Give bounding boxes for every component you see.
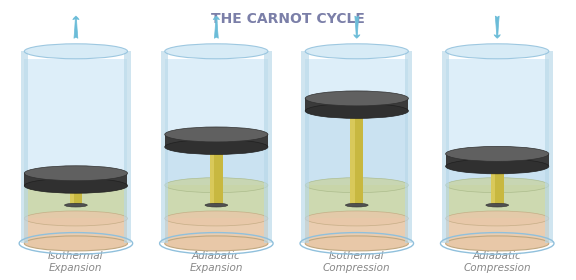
Ellipse shape xyxy=(305,236,408,251)
Bar xyxy=(165,134,268,147)
Bar xyxy=(24,184,127,185)
Ellipse shape xyxy=(165,44,268,59)
Ellipse shape xyxy=(446,44,549,59)
Bar xyxy=(446,59,549,154)
Ellipse shape xyxy=(305,178,408,193)
Bar xyxy=(70,184,74,205)
Ellipse shape xyxy=(446,159,549,174)
Bar xyxy=(24,59,127,173)
Ellipse shape xyxy=(165,178,268,193)
Bar xyxy=(301,51,309,243)
Bar xyxy=(264,51,272,243)
Ellipse shape xyxy=(446,178,549,193)
Ellipse shape xyxy=(165,127,268,142)
Ellipse shape xyxy=(24,166,127,181)
Bar xyxy=(350,109,355,205)
Ellipse shape xyxy=(24,178,127,193)
Bar xyxy=(405,51,412,243)
Ellipse shape xyxy=(486,203,509,207)
Bar xyxy=(350,109,363,205)
Text: Isothermal
Expansion: Isothermal Expansion xyxy=(48,251,104,273)
Bar xyxy=(24,173,127,186)
Bar xyxy=(165,59,268,134)
Bar xyxy=(491,165,503,205)
Ellipse shape xyxy=(446,211,549,226)
Bar xyxy=(305,185,408,218)
Text: Isothermal
Compression: Isothermal Compression xyxy=(323,251,391,273)
Bar xyxy=(305,109,408,185)
Bar xyxy=(21,51,28,243)
Bar xyxy=(545,51,552,243)
Text: Adiabatic
Expansion: Adiabatic Expansion xyxy=(190,251,243,273)
Bar xyxy=(446,185,549,218)
Ellipse shape xyxy=(24,211,127,226)
Bar xyxy=(446,218,549,243)
Ellipse shape xyxy=(24,236,127,251)
Ellipse shape xyxy=(24,178,127,193)
Ellipse shape xyxy=(346,203,368,207)
Bar xyxy=(24,218,127,243)
Bar xyxy=(491,165,495,205)
Ellipse shape xyxy=(165,139,268,154)
Bar xyxy=(70,184,82,205)
Bar xyxy=(305,59,408,98)
Bar xyxy=(165,218,268,243)
Ellipse shape xyxy=(205,203,228,207)
Bar xyxy=(165,146,268,185)
Bar xyxy=(305,98,408,111)
Bar xyxy=(446,154,549,166)
Bar xyxy=(124,51,131,243)
Bar xyxy=(442,51,449,243)
Bar xyxy=(210,146,223,205)
Bar xyxy=(446,165,549,185)
Ellipse shape xyxy=(305,91,408,106)
Bar xyxy=(165,185,268,218)
Ellipse shape xyxy=(446,236,549,251)
Ellipse shape xyxy=(65,203,87,207)
Ellipse shape xyxy=(24,44,127,59)
Bar xyxy=(24,185,127,218)
Text: THE CARNOT CYCLE: THE CARNOT CYCLE xyxy=(211,13,365,27)
Bar xyxy=(210,146,214,205)
Bar xyxy=(305,218,408,243)
Ellipse shape xyxy=(305,211,408,226)
Ellipse shape xyxy=(165,236,268,251)
Ellipse shape xyxy=(165,211,268,226)
Text: Adiabatic
Compression: Adiabatic Compression xyxy=(464,251,531,273)
Ellipse shape xyxy=(305,44,408,59)
Ellipse shape xyxy=(305,103,408,118)
Bar xyxy=(161,51,169,243)
Ellipse shape xyxy=(446,146,549,161)
